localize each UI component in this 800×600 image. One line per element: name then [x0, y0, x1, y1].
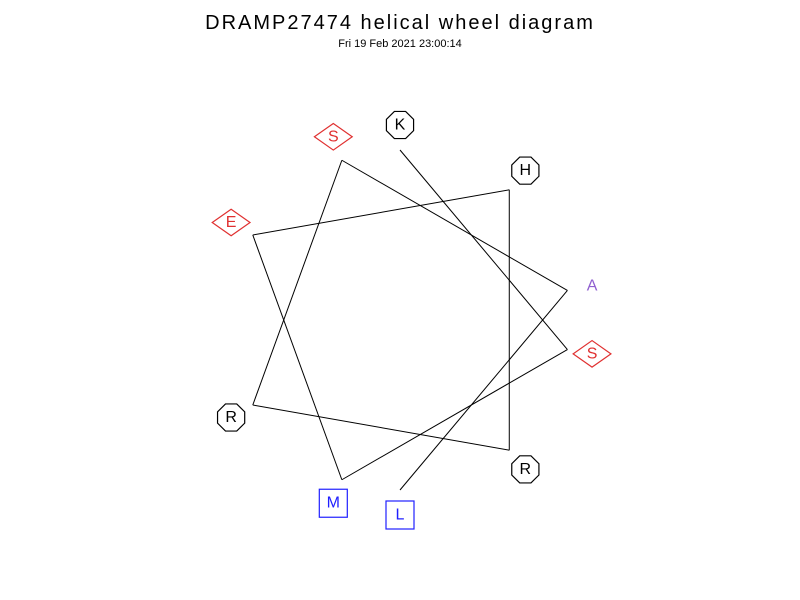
- residue-label: K: [395, 117, 406, 134]
- residue-3-E: E: [212, 209, 250, 236]
- residue-8-A: A: [587, 278, 598, 295]
- diagram-canvas: DRAMP27474 helical wheel diagram Fri 19 …: [0, 0, 800, 600]
- wheel-edge: [253, 235, 342, 480]
- residue-0-K: K: [386, 111, 413, 138]
- residue-label: R: [520, 461, 532, 478]
- residue-label: H: [520, 162, 532, 179]
- residue-label: L: [396, 507, 405, 524]
- wheel-edge: [342, 350, 568, 480]
- residue-6-R: R: [218, 404, 245, 431]
- residue-label: R: [225, 409, 237, 426]
- residue-2-M: M: [319, 489, 347, 517]
- residue-label: M: [327, 495, 340, 512]
- wheel-edge: [253, 160, 342, 405]
- residue-1-S: S: [573, 341, 611, 368]
- residue-4-H: H: [512, 157, 539, 184]
- residue-label: S: [328, 128, 339, 145]
- residue-7-S: S: [314, 123, 352, 150]
- residue-5-R: R: [512, 456, 539, 483]
- wheel-edge: [253, 190, 509, 235]
- wheel-edge: [253, 405, 509, 450]
- helical-wheel-svg: K S M E H R R S A L: [0, 0, 800, 600]
- residue-label: E: [226, 214, 237, 231]
- residue-label: S: [587, 345, 598, 362]
- wheel-edge: [400, 150, 567, 350]
- wheel-edge: [342, 160, 568, 290]
- residue-label: A: [587, 278, 598, 295]
- wheel-edge: [400, 290, 567, 490]
- residue-9-L: L: [386, 501, 414, 529]
